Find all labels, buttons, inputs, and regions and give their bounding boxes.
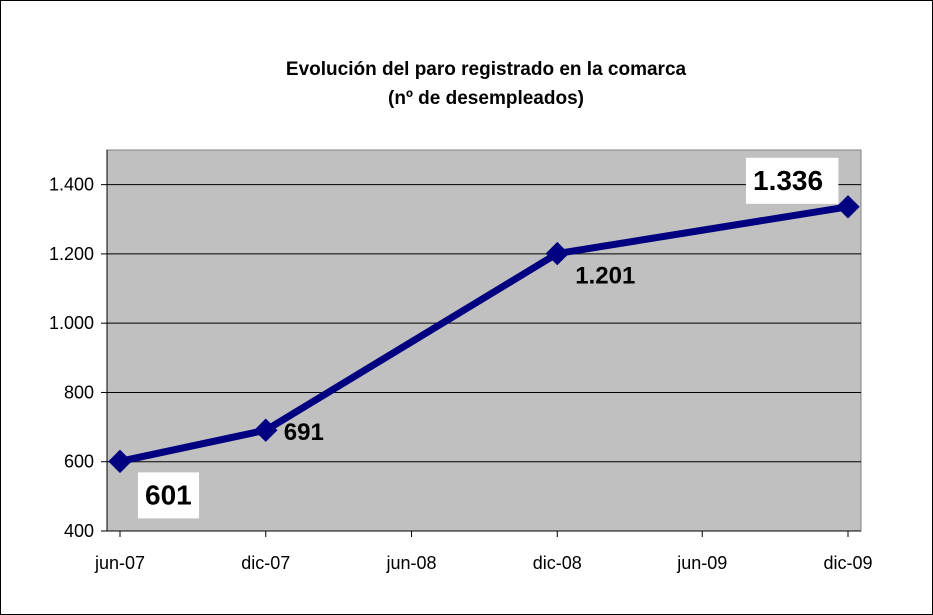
y-tick-label: 1.200: [49, 244, 94, 264]
data-label: 601: [145, 479, 192, 510]
y-tick-label: 400: [64, 521, 94, 541]
axes: [101, 150, 861, 537]
x-tick-label: dic-09: [823, 553, 872, 573]
x-tick-label: dic-08: [533, 553, 582, 573]
data-label: 691: [284, 419, 324, 446]
chart-subtitle: (nº de desempleados): [388, 88, 584, 109]
data-point-marker: [108, 449, 132, 474]
data-point-marker: [254, 418, 278, 442]
x-tick-label: jun-09: [676, 553, 727, 573]
x-tick-label: dic-07: [241, 553, 290, 573]
data-label: 1.336: [753, 165, 823, 196]
tick-labels: 400 600 800 1.000 1.200 1.400 jun-07 dic-07 jun-…: [49, 175, 873, 573]
y-tick-label: 1.000: [49, 313, 94, 333]
data-label-box: [746, 157, 839, 204]
data-labels: 601 691 1.201 1.336: [138, 157, 839, 519]
data-label-box: [138, 472, 200, 519]
x-tick-label: jun-08: [385, 553, 436, 573]
x-tick-label: jun-07: [94, 553, 145, 573]
series-line: [119, 203, 849, 465]
chart-title: Evolución del paro registrado en la coma…: [286, 59, 687, 80]
gridlines: [107, 184, 861, 463]
y-tick-label: 600: [64, 452, 94, 472]
plot-area: [106, 149, 862, 532]
data-point-marker: [836, 195, 860, 219]
data-label: 1.201: [575, 263, 635, 290]
data-point-marker: [545, 241, 569, 266]
y-tick-label: 1.400: [49, 175, 94, 195]
y-tick-label: 800: [64, 382, 94, 402]
series-layer: [108, 195, 860, 474]
